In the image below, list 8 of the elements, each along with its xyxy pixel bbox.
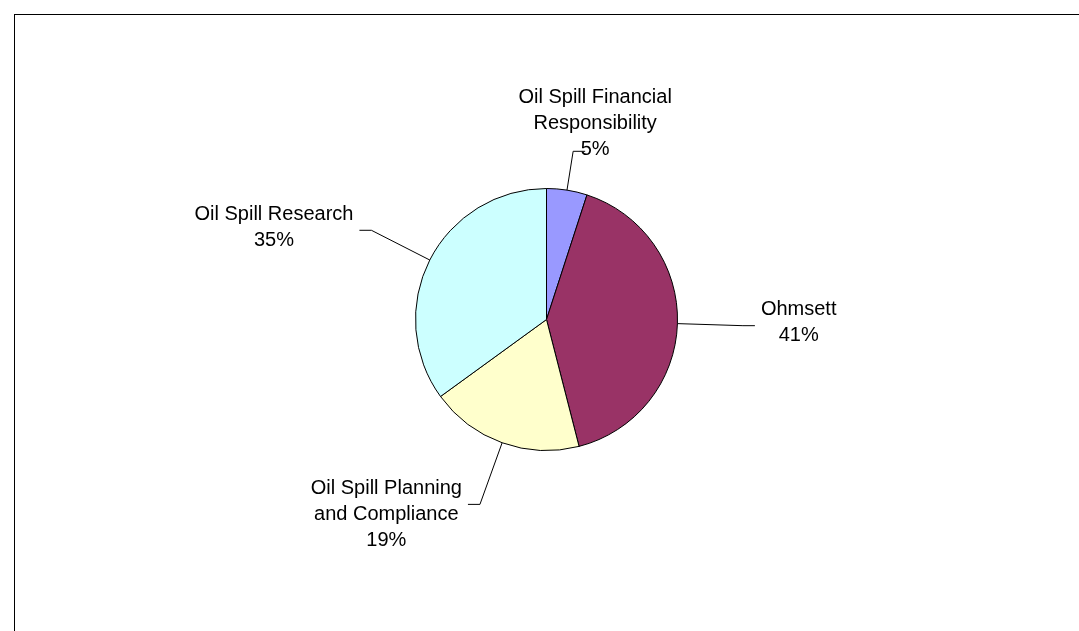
- slice-label: Oil Spill Financial Responsibility: [518, 84, 672, 133]
- data-label: 35%: [253, 227, 295, 250]
- data-label: 19%: [366, 527, 407, 550]
- data-label: 41%: [778, 323, 819, 346]
- slice-label: Ohmsett: [760, 297, 837, 320]
- data-label: 5%: [580, 136, 610, 159]
- slice-label: Oil Spill Research: [194, 201, 354, 224]
- slice-label: Oil Spill Planning and Compliance: [310, 475, 462, 524]
